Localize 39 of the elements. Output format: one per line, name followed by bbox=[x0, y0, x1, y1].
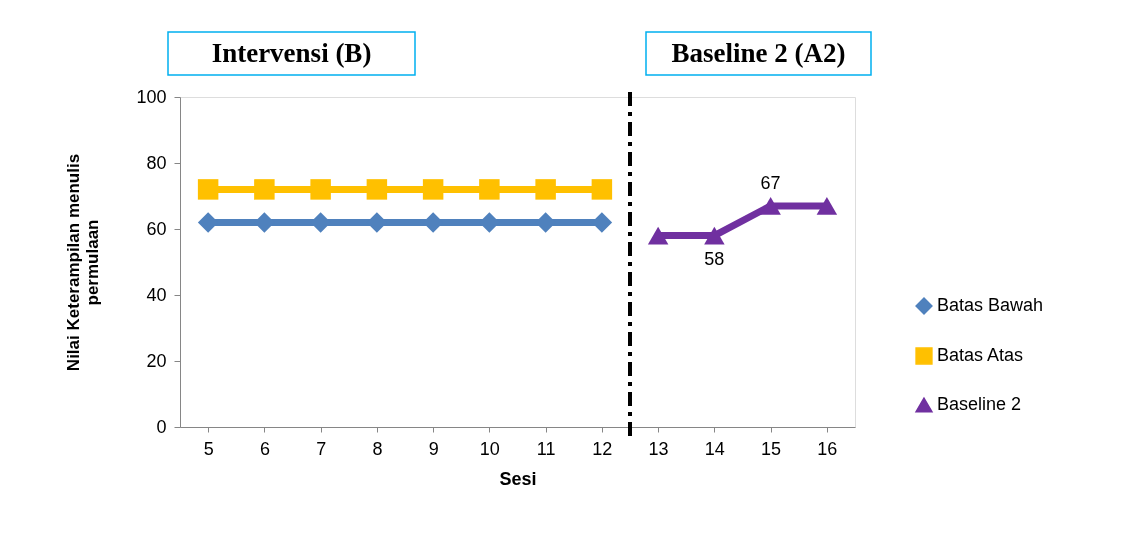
point bbox=[704, 226, 725, 245]
x-tick-label: 13 bbox=[648, 438, 669, 459]
point bbox=[310, 179, 331, 200]
point bbox=[422, 179, 444, 200]
data-label: 58 bbox=[704, 248, 725, 269]
point bbox=[535, 179, 556, 200]
point bbox=[479, 179, 500, 200]
point bbox=[254, 179, 275, 200]
x-tick-label: 16 bbox=[817, 438, 838, 459]
x-axis-title: Sesi bbox=[499, 468, 537, 489]
y-tick-label: 100 bbox=[136, 86, 167, 107]
x-tick-label: 11 bbox=[536, 438, 556, 459]
legend-label: Batas Atas bbox=[937, 345, 1024, 365]
x-tick-label: 12 bbox=[592, 438, 613, 459]
legend-label: Batas Bawah bbox=[937, 295, 1044, 315]
x-tick-label: 14 bbox=[704, 438, 725, 459]
text: Intervensi (B) bbox=[211, 38, 372, 68]
text: Baseline 2 (A2) bbox=[671, 38, 846, 68]
point bbox=[816, 197, 838, 215]
point bbox=[591, 179, 613, 200]
point bbox=[366, 179, 388, 200]
legend-label: Baseline 2 bbox=[937, 394, 1022, 414]
y-tick-label: 0 bbox=[156, 416, 167, 437]
y-axis-title: Nilai Keterampilan menulis permulaan bbox=[64, 153, 103, 372]
x-tick-label: 7 bbox=[316, 438, 327, 459]
x-tick-label: 8 bbox=[372, 438, 383, 459]
y-tick-label: 40 bbox=[146, 284, 167, 305]
x-tick-label: 5 bbox=[203, 438, 214, 459]
point bbox=[197, 179, 219, 200]
y-tick-label: 60 bbox=[146, 218, 167, 239]
x-tick-label: 9 bbox=[428, 438, 439, 459]
point bbox=[760, 197, 781, 215]
y-tick-label: 80 bbox=[146, 152, 167, 173]
y-tick-label: 20 bbox=[146, 350, 167, 371]
x-tick-label: 15 bbox=[761, 438, 782, 459]
data-label: 67 bbox=[760, 172, 781, 193]
x-tick-label: 6 bbox=[259, 438, 270, 459]
point bbox=[647, 226, 669, 245]
x-tick-label: 10 bbox=[479, 438, 500, 459]
